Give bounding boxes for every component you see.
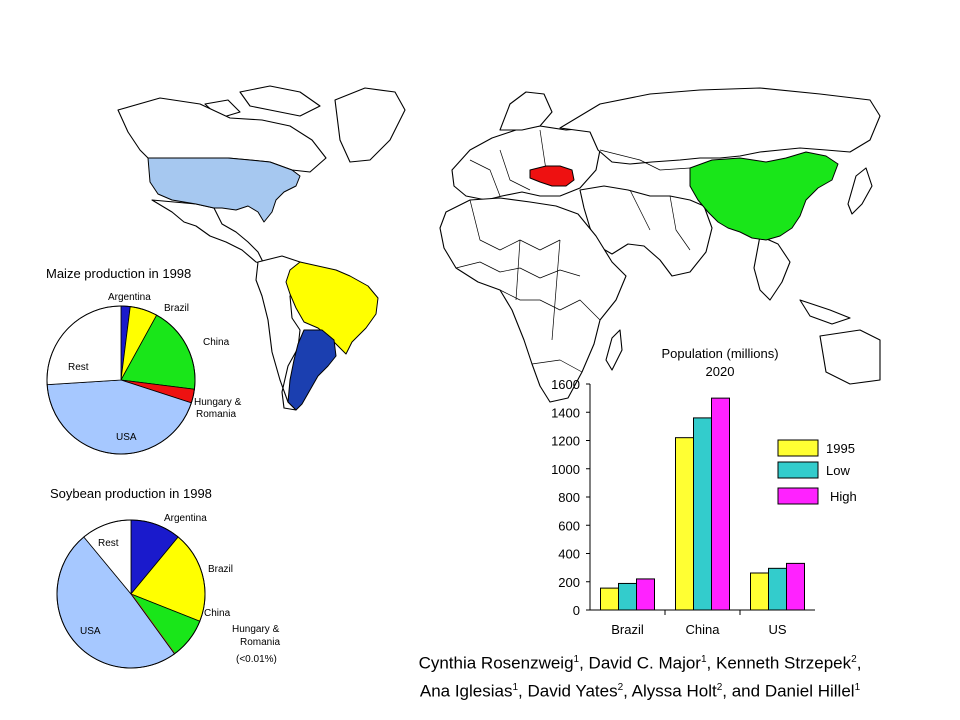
maize-label-china: China [203,337,230,348]
bar-china-low [693,417,712,611]
population-y-tick-label: 200 [558,575,580,590]
legend-label-low: Low [826,463,850,478]
author-name: Kenneth Strzepek [715,653,852,673]
map-arctic-islands [204,85,321,119]
soybean-label-share: (<0.01%) [236,654,277,665]
population-y-tick-label: 400 [558,547,580,562]
soybean-label-romania: Romania [240,637,280,648]
author-name: Alyssa Holt [631,681,717,701]
map-china [689,151,839,241]
population-chart-subtitle: 2020 [706,364,735,379]
maize-label-romania: Romania [196,409,236,420]
maize-label-usa: USA [116,432,137,443]
soybean-chart: Soybean production in 1998 Argentina Bra… [50,486,280,669]
soybean-label-china: China [204,608,231,619]
maize-label-argentina: Argentina [108,292,151,303]
author-affiliation: 1 [854,681,861,693]
credits-line-2: Ana Iglesias1, David Yates2, Alyssa Holt… [419,681,861,701]
map-scandinavia [499,91,553,131]
maize-chart-title: Maize production in 1998 [46,266,191,281]
soybean-label-usa: USA [80,626,101,637]
bar-brazil-low [618,582,637,611]
author-affiliation: 1 [573,654,580,665]
soybean-outline [56,519,206,669]
author-affiliation: 2 [617,681,624,693]
maize-label-hungary-romania: Hungary & [194,397,242,408]
population-y-tick-label: 1600 [551,377,580,392]
author-credits: Cynthia Rosenzweig1, David C. Major1, Ke… [360,648,920,703]
legend-swatch-1995 [777,439,819,457]
soybean-label-rest: Rest [98,538,119,549]
population-chart-title: Population (millions) [661,346,778,361]
bar-brazil-1995 [600,587,619,611]
map-usa [147,157,301,223]
bar-us-low [768,567,787,611]
map-brazil [285,261,379,355]
map-russia [559,87,881,165]
author-name: Daniel Hillel [764,681,855,701]
population-x-tick-label: China [686,622,721,637]
map-hungary-romania [529,165,575,187]
soybean-slices [56,519,206,669]
population-axes: 0 200 400 600 800 1000 1200 1400 1600 Brazil China… [551,377,815,637]
map-asia-borders [469,129,691,251]
legend-label-high: High [830,489,857,504]
maize-label-rest: Rest [68,362,89,373]
population-y-tick-label: 1000 [551,462,580,477]
map-europe [451,125,601,201]
legend-swatch-high [777,487,819,505]
author-affiliation: 1 [700,654,707,665]
map-argentina [287,329,337,411]
population-chart: Population (millions) 2020 0 200 400 600 800… [551,346,857,637]
soybean-chart-title: Soybean production in 1998 [50,486,212,501]
population-bars [600,397,805,611]
world-map [117,85,881,411]
soybean-label-brazil: Brazil [208,564,233,575]
population-x-tick-label: Brazil [611,622,644,637]
author-name: Cynthia Rosenzweig [418,653,574,673]
map-madagascar [605,329,623,371]
author-name: David C. Major [588,653,701,673]
legend-label-1995: 1995 [826,441,855,456]
author-name: David Yates [527,681,618,701]
author-name: Ana Iglesias [419,681,513,701]
population-y-tick-label: 800 [558,490,580,505]
legend-swatch-low [777,461,819,479]
map-australia [819,329,881,385]
soybean-label-argentina: Argentina [164,513,207,524]
maize-label-brazil: Brazil [164,303,189,314]
maize-outline [46,305,196,455]
maize-slices [46,305,196,455]
soybean-label-hungary: Hungary & [232,624,280,635]
population-y-tick-label: 0 [573,603,580,618]
population-y-tick-label: 600 [558,518,580,533]
bar-china-high [711,397,730,611]
map-mexico [151,199,265,265]
bar-us-1995 [750,572,769,611]
population-y-tick-label: 1200 [551,434,580,449]
maize-chart: Maize production in 1998 Argentina Brazi… [46,266,242,455]
credits-line-1: Cynthia Rosenzweig1, David C. Major1, Ke… [418,653,862,673]
map-greenland [334,87,406,163]
author-affiliation: 2 [851,654,857,665]
map-southeast-asia [753,235,851,325]
population-legend: 1995 Low High [777,439,857,505]
map-africa-borders [455,199,601,373]
bar-us-high [786,562,805,611]
author-affiliation: 2 [716,681,723,693]
author-affiliation: 1 [512,681,519,693]
map-japan [847,167,873,215]
bar-brazil-high [636,578,655,611]
population-y-tick-label: 1400 [551,405,580,420]
population-x-tick-label: US [768,622,786,637]
bar-china-1995 [675,437,694,611]
